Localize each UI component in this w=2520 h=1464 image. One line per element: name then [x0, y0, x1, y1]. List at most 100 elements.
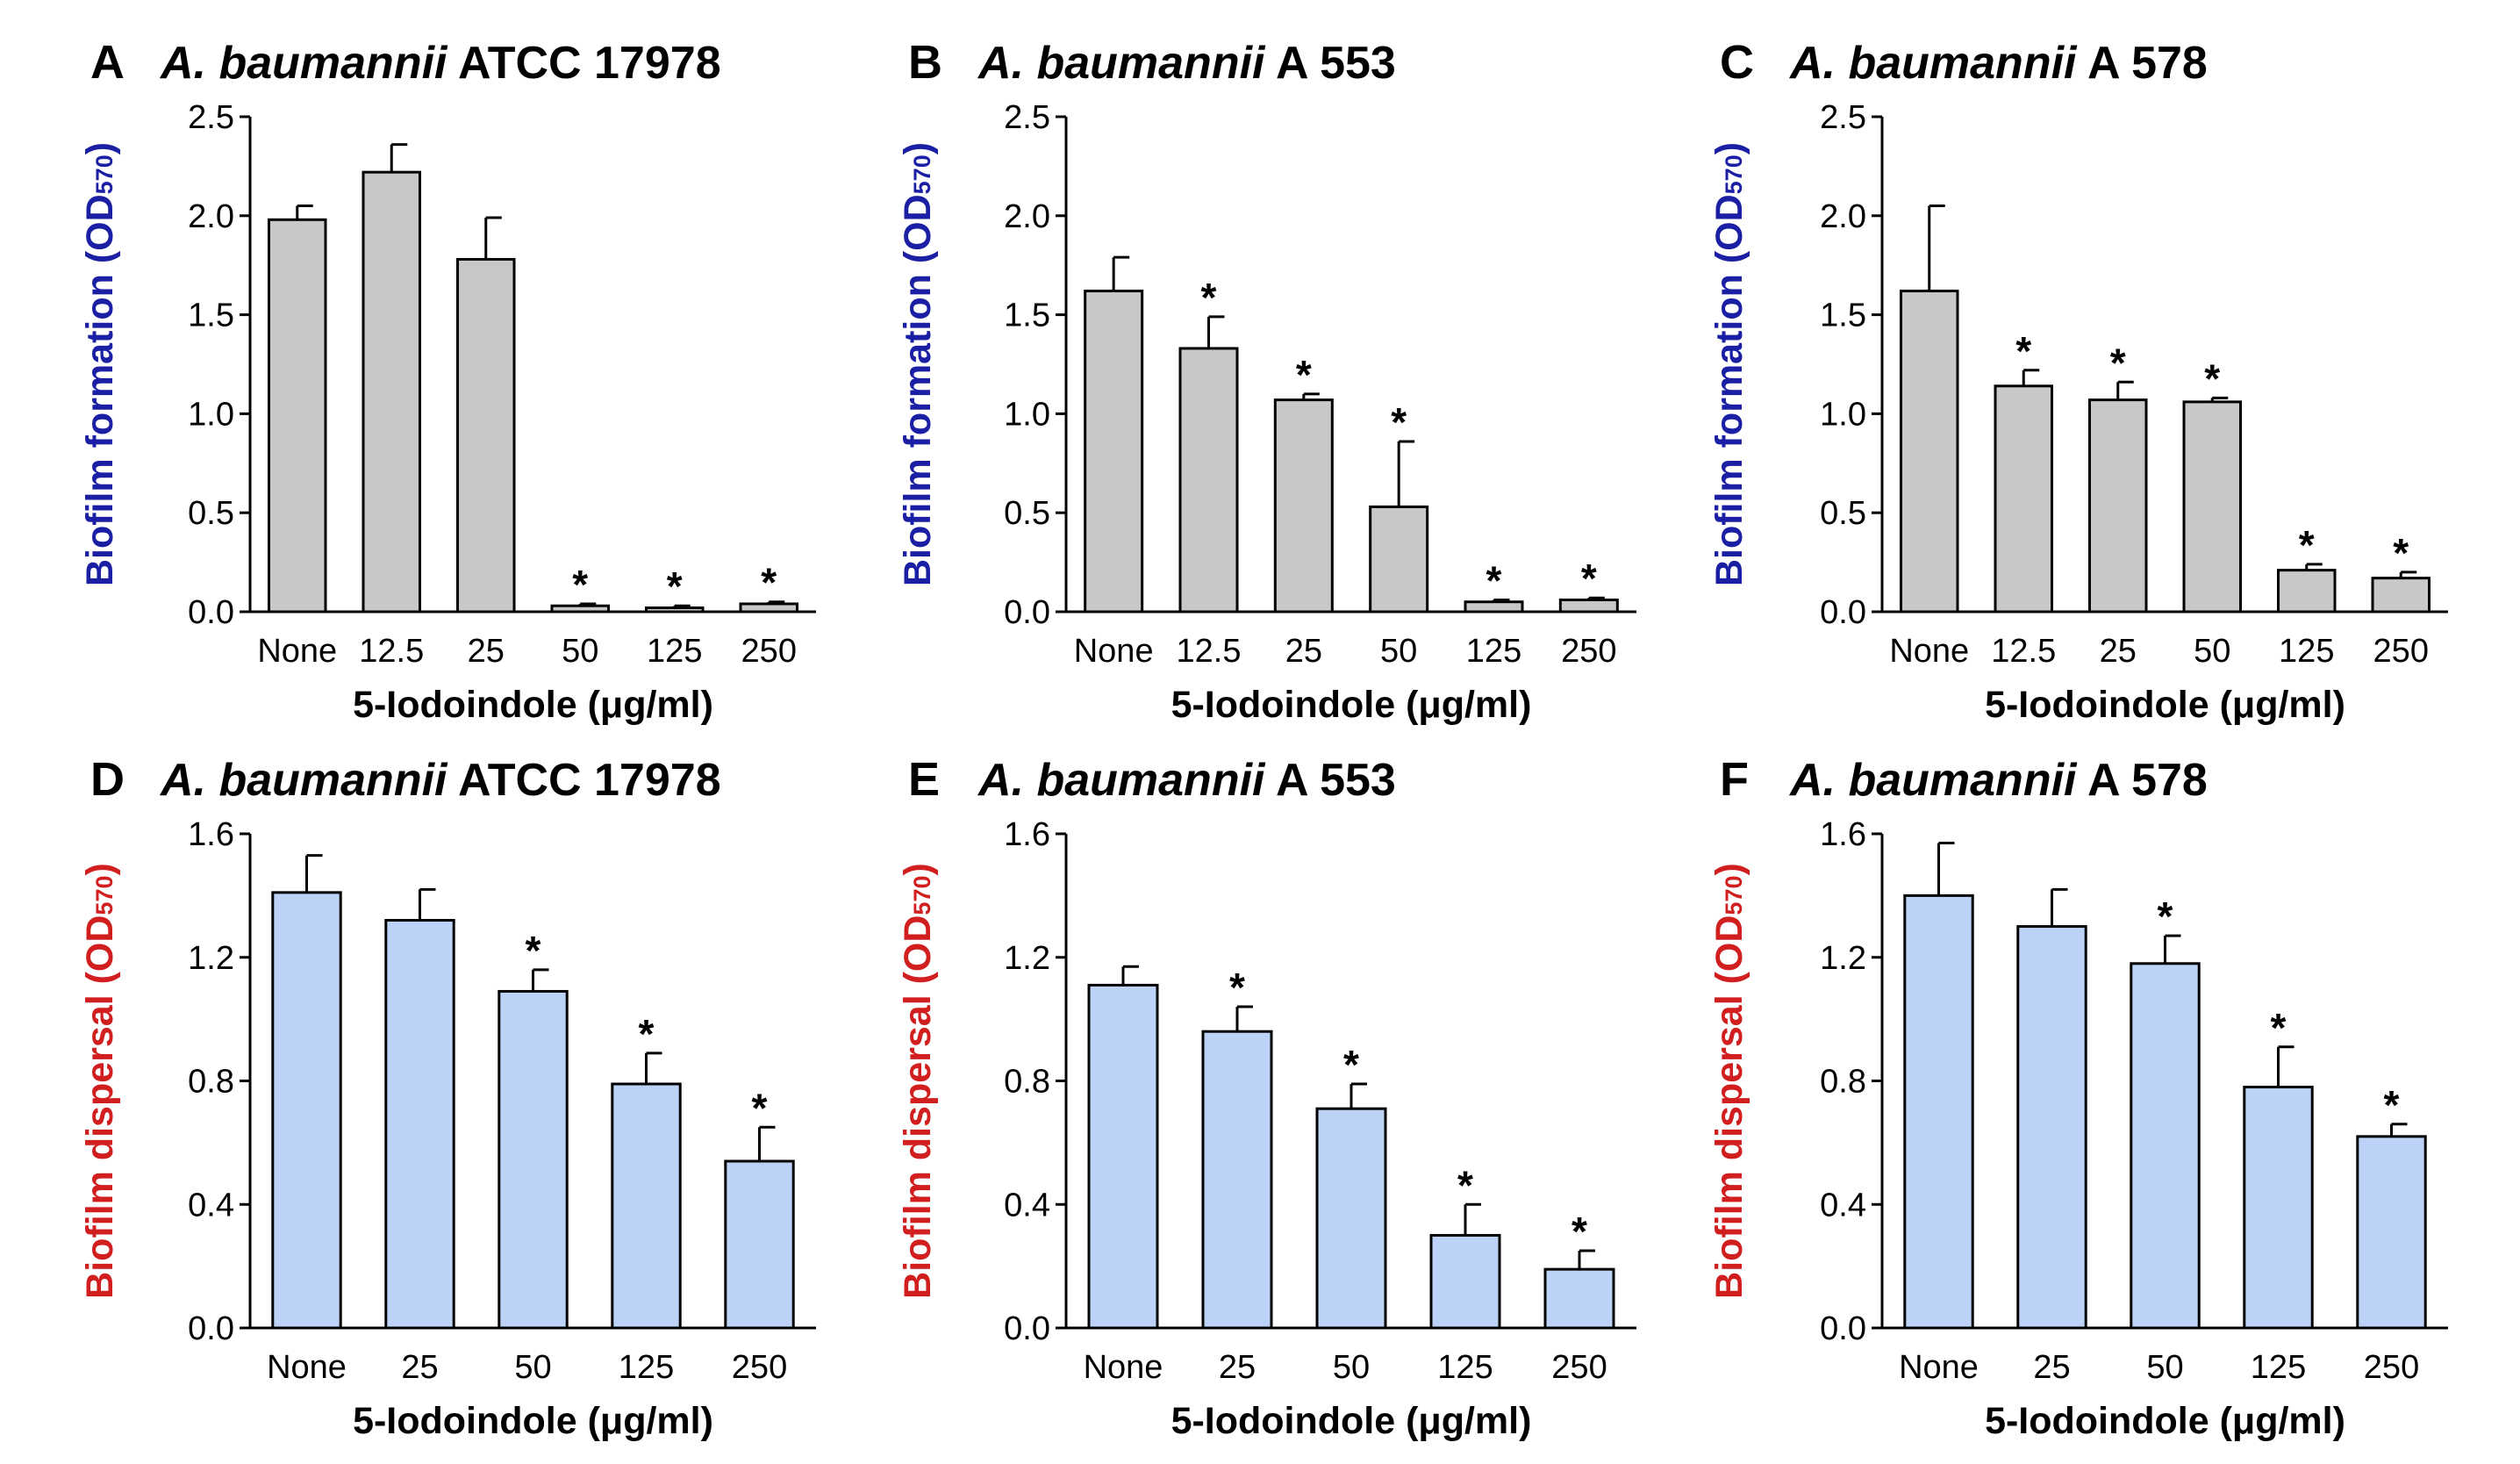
x-tick-label: 250 [1561, 633, 1616, 670]
panel-letter: C [1720, 36, 1754, 89]
significance-star: * [761, 560, 777, 606]
x-tick-label: 50 [2194, 633, 2230, 670]
y-axis-title-text: Biofilm formation [1708, 263, 1750, 586]
bar [611, 1082, 682, 1330]
x-axis-title: 5-Iodoindole (μg/ml) [1985, 684, 2345, 726]
y-axis-title-text: Biofilm formation [79, 263, 121, 586]
y-axis-title-unit: (OD [1708, 915, 1750, 985]
bar [1084, 290, 1144, 614]
bar [384, 919, 455, 1330]
y-axis-title-text: Biofilm dispersal [1708, 984, 1750, 1298]
y-axis-title-text: Biofilm formation [897, 263, 939, 586]
panel-title-species: A. baumannii [159, 755, 448, 806]
y-axis-title-close: ) [1708, 142, 1750, 154]
x-tick-label: 125 [1437, 1349, 1493, 1386]
bar [2356, 1135, 2427, 1330]
y-axis-title-close: ) [897, 142, 939, 154]
panel-title-strain: A 578 [2076, 755, 2207, 806]
y-axis-title-subscript: 570 [909, 154, 935, 194]
significance-star: * [2299, 522, 2315, 568]
panel-e: E A. baumannii A 553 Biofilm dispersal (OD… [897, 753, 1636, 1442]
bar [498, 989, 569, 1330]
significance-star: * [752, 1085, 768, 1130]
x-tick-label: None [1084, 1349, 1163, 1386]
y-axis-title-text: Biofilm dispersal [897, 984, 939, 1298]
y-axis-title: Biofilm dispersal (OD570) [79, 863, 121, 1299]
y-tick-label: 1.5 [1820, 298, 1866, 334]
y-tick-label: 0.0 [1820, 1310, 1866, 1347]
y-tick-label: 1.6 [188, 816, 234, 853]
y-tick-label: 0.5 [1004, 495, 1050, 532]
significance-star: * [1391, 399, 1407, 445]
x-tick-label: None [1074, 633, 1154, 670]
x-tick-label: 125 [1466, 633, 1521, 670]
panel-title-strain: ATCC 17978 [447, 755, 720, 806]
x-tick-label: 25 [1219, 1349, 1256, 1386]
y-tick-label: 1.6 [1004, 816, 1050, 853]
y-axis-title-unit: (OD [897, 194, 939, 263]
x-tick-label: 25 [2033, 1349, 2070, 1386]
x-tick-label: 50 [1380, 633, 1417, 670]
y-tick-label: 2.0 [188, 198, 234, 235]
bar [2016, 925, 2087, 1330]
y-tick-label: 0.4 [188, 1187, 234, 1224]
x-tick-label: 12.5 [1991, 633, 2056, 670]
significance-star: * [2393, 530, 2409, 576]
bar [724, 1159, 795, 1330]
y-axis-title-text: Biofilm dispersal [79, 984, 121, 1298]
bar [1369, 505, 1429, 614]
bar [456, 257, 516, 614]
panel-a: A A. baumannii ATCC 17978 Biofilm formatio… [79, 36, 816, 726]
y-tick-label: 0.4 [1820, 1187, 1866, 1224]
y-axis-title-subscript: 570 [91, 876, 118, 915]
y-axis-title-unit: (OD [79, 915, 121, 985]
bar [2182, 400, 2242, 614]
y-axis-title-unit: (OD [1708, 194, 1750, 263]
y-tick-label: 1.2 [1820, 940, 1866, 977]
x-tick-label: 125 [2251, 1349, 2306, 1386]
significance-star: * [526, 928, 541, 973]
x-tick-label: 250 [2373, 633, 2429, 670]
y-tick-label: 2.5 [1004, 99, 1050, 136]
x-tick-label: 12.5 [1177, 633, 1242, 670]
x-axis-title: 5-Iodoindole (μg/ml) [1171, 1400, 1532, 1442]
bar [268, 218, 327, 614]
panel-letter: A [90, 36, 125, 89]
y-axis-title: Biofilm formation (OD570) [1708, 142, 1750, 586]
x-tick-label: 12.5 [359, 633, 424, 670]
y-axis-title-close: ) [1708, 863, 1750, 875]
panel-title: A. baumannii A 578 [1788, 755, 2208, 806]
panel-title-species: A. baumannii [159, 38, 448, 89]
x-tick-label: None [267, 1349, 347, 1386]
significance-star: * [667, 563, 683, 609]
y-axis-title: Biofilm dispersal (OD570) [897, 863, 939, 1299]
bar [2088, 398, 2148, 614]
bar [1201, 1030, 1273, 1330]
x-tick-label: None [257, 633, 337, 670]
y-axis-title: Biofilm formation (OD570) [79, 142, 121, 586]
bar [1178, 347, 1239, 614]
x-tick-label: 25 [1285, 633, 1322, 670]
y-axis-title-subscript: 570 [1721, 876, 1747, 915]
x-tick-label: None [1899, 1349, 1979, 1386]
x-tick-label: 50 [514, 1349, 551, 1386]
panel-title: A. baumannii A 553 [977, 755, 1396, 806]
significance-star: * [2158, 893, 2173, 939]
panel-letter: B [908, 36, 942, 89]
panel-title: A. baumannii ATCC 17978 [159, 38, 721, 89]
panel-title-species: A. baumannii [1788, 38, 2078, 89]
bar [1087, 983, 1159, 1330]
y-tick-label: 0.0 [188, 1310, 234, 1347]
x-axis-title: 5-Iodoindole (μg/ml) [1985, 1400, 2345, 1442]
y-axis-title-unit: (OD [897, 915, 939, 985]
y-tick-label: 1.2 [1004, 940, 1050, 977]
panel-d: D A. baumannii ATCC 17978 Biofilm dispersa… [79, 753, 816, 1442]
y-axis-title: Biofilm dispersal (OD570) [1708, 863, 1750, 1299]
panel-title-species: A. baumannii [977, 755, 1266, 806]
bar [1273, 398, 1334, 614]
x-tick-label: 250 [732, 1349, 787, 1386]
x-tick-label: 125 [2279, 633, 2334, 670]
bar [1543, 1267, 1615, 1330]
y-tick-label: 1.0 [1004, 396, 1050, 433]
